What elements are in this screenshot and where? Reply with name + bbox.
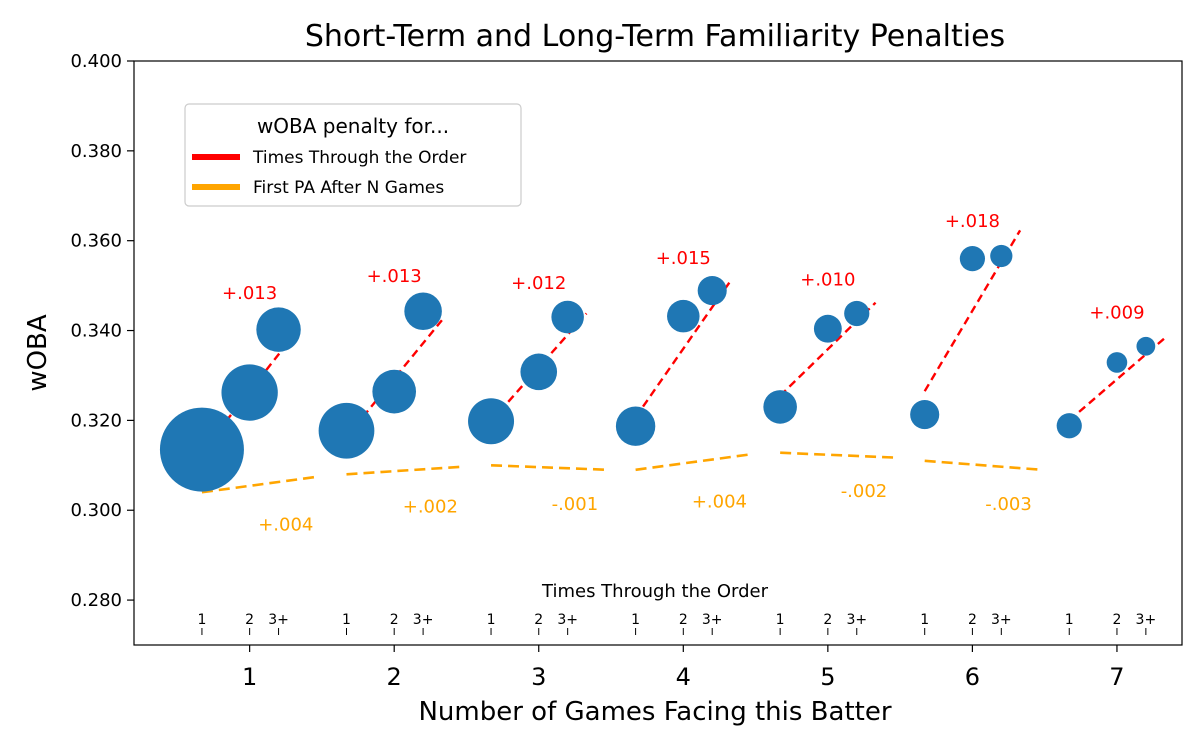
tto-tick-label: 1 (487, 612, 496, 628)
legend-label-tto: Times Through the Order (252, 148, 466, 168)
first-pa-segment (201, 475, 320, 494)
woba-point (667, 299, 700, 333)
woba-point (1136, 336, 1156, 356)
woba-point (221, 364, 278, 421)
tto-axis-ticks: 1 2 3+ 1 2 3+ 1 2 3+ 1 2 3+ 1 2 3+ 1 2 3+ 1 2 3+ (197, 612, 1156, 635)
tto-tick-label: 1 (631, 612, 640, 628)
first-pa-penalty-label: +.004 (258, 514, 313, 535)
tto-tick-label: 1 (776, 612, 785, 628)
y-tick-label: 0.320 (70, 410, 122, 431)
tto-tick-label: 2 (1112, 612, 1121, 628)
tto-tick-label: 3+ (846, 612, 867, 628)
y-tick-label: 0.400 (70, 51, 122, 72)
y-tick-label: 0.340 (70, 321, 122, 342)
woba-point (551, 300, 584, 334)
woba-point (159, 407, 244, 492)
woba-point (372, 369, 417, 414)
tto-axis-title: Times Through the Order (541, 581, 769, 602)
tto-tick-label: 2 (390, 612, 399, 628)
woba-point (256, 307, 301, 352)
tto-tick-label: 2 (968, 612, 977, 628)
tto-tick-label: 2 (245, 612, 254, 628)
woba-point (1106, 352, 1128, 373)
woba-point (318, 402, 375, 459)
first-pa-penalty-label: -.001 (552, 494, 599, 515)
tto-penalty-label: +.010 (800, 270, 855, 291)
tto-fit-line (923, 229, 1022, 392)
x-tick-label: 7 (1109, 663, 1124, 691)
tto-penalty-label: +.009 (1089, 302, 1144, 323)
woba-point (520, 353, 558, 391)
y-axis-label: wOBA (23, 314, 53, 392)
first-pa-penalty-label: -.002 (841, 481, 888, 502)
tto-tick-label: 2 (823, 612, 832, 628)
tto-tick-label: 3+ (991, 612, 1012, 628)
tto-tick-label: 1 (920, 612, 929, 628)
legend-title: wOBA penalty for... (257, 114, 449, 138)
tto-tick-label: 3+ (557, 612, 578, 628)
tto-penalty-label: +.013 (367, 266, 422, 287)
x-axis-ticks: 1 2 3 4 5 6 7 (242, 645, 1125, 691)
first-pa-penalty-label: -.003 (985, 494, 1032, 515)
x-tick-label: 4 (676, 663, 691, 691)
first-pa-segment (924, 459, 1042, 472)
woba-point (844, 300, 870, 327)
woba-point (813, 314, 842, 343)
first-pa-segment (635, 452, 753, 472)
y-tick-label: 0.300 (70, 500, 122, 521)
tto-penalty-label: +.012 (511, 273, 566, 294)
tto-tick-label: 3+ (1136, 612, 1157, 628)
first-pa-penalty-label: +.002 (403, 496, 458, 517)
penalty-annotations: +.013 +.013 +.012 +.015 +.010 +.018 +.009 +.004… (222, 211, 1144, 535)
y-tick-label: 0.280 (70, 590, 122, 611)
tto-tick-label: 1 (342, 612, 351, 628)
first-pa-penalty-label: +.004 (692, 492, 747, 513)
woba-point (404, 292, 442, 331)
x-tick-label: 1 (242, 663, 257, 691)
x-tick-label: 6 (965, 663, 980, 691)
tto-penalty-label: +.018 (945, 211, 1000, 232)
woba-point (990, 244, 1013, 268)
tto-tick-label: 1 (1065, 612, 1074, 628)
woba-point (910, 399, 940, 430)
first-pa-segments (201, 451, 1042, 494)
tto-tick-label: 1 (197, 612, 206, 628)
y-tick-label: 0.380 (70, 141, 122, 162)
woba-points (159, 244, 1156, 492)
legend-box (184, 103, 522, 207)
tto-tick-label: 2 (679, 612, 688, 628)
tto-tick-label: 2 (534, 612, 543, 628)
woba-point (468, 398, 515, 445)
woba-point (959, 246, 986, 272)
first-pa-segment (780, 451, 898, 459)
x-tick-label: 3 (531, 663, 546, 691)
tto-tick-label: 3+ (702, 612, 723, 628)
woba-point (1056, 413, 1082, 439)
y-axis-ticks: 0.280 0.300 0.320 0.340 0.360 0.380 0.400 (70, 51, 134, 611)
tto-tick-label: 3+ (268, 612, 289, 628)
tto-penalty-label: +.013 (222, 283, 277, 304)
plot-area: 0.280 0.300 0.320 0.340 0.360 0.380 0.400 1 2 3 4… (70, 51, 1183, 691)
legend-label-first-pa: First PA After N Games (253, 178, 444, 198)
woba-point (615, 406, 656, 446)
plot-frame (133, 60, 1183, 646)
y-tick-label: 0.360 (70, 231, 122, 252)
x-tick-label: 2 (387, 663, 402, 691)
tto-fit-line (634, 279, 732, 418)
first-pa-segment (346, 465, 464, 476)
woba-point (697, 276, 727, 306)
first-pa-segment (490, 464, 609, 472)
chart-title: Short-Term and Long-Term Familiarity Pen… (305, 19, 1005, 54)
x-tick-label: 5 (820, 663, 835, 691)
x-axis-label: Number of Games Facing this Batter (418, 697, 891, 727)
woba-point (763, 390, 797, 424)
tto-tick-label: 3+ (413, 612, 434, 628)
legend: wOBA penalty for... Times Through the Or… (184, 103, 522, 207)
tto-penalty-label: +.015 (656, 248, 711, 269)
